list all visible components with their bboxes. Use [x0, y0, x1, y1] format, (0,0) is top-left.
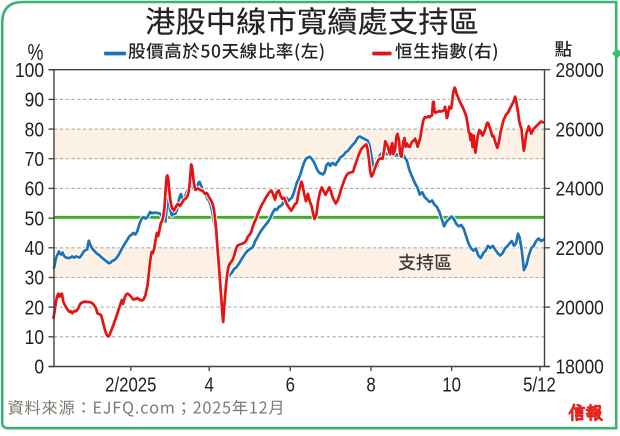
svg-text:10: 10 [25, 326, 44, 348]
svg-text:0: 0 [34, 356, 44, 378]
svg-text:24000: 24000 [556, 177, 604, 199]
svg-text:26000: 26000 [556, 118, 604, 140]
svg-text:10: 10 [442, 373, 461, 396]
svg-text:40: 40 [25, 237, 44, 259]
svg-text:60: 60 [25, 177, 44, 199]
svg-text:28000: 28000 [556, 59, 604, 81]
svg-text:5/12: 5/12 [523, 373, 556, 396]
svg-text:50: 50 [25, 207, 44, 229]
svg-text:90: 90 [25, 88, 44, 110]
svg-text:70: 70 [25, 148, 44, 170]
svg-text:80: 80 [25, 118, 44, 140]
svg-text:%: % [28, 40, 44, 66]
svg-text:22000: 22000 [556, 237, 604, 259]
svg-text:6: 6 [286, 373, 295, 396]
svg-text:20: 20 [25, 296, 44, 318]
svg-text:20000: 20000 [556, 296, 604, 318]
svg-text:2/2025: 2/2025 [105, 373, 156, 396]
svg-text:100: 100 [15, 59, 44, 81]
svg-text:30: 30 [25, 267, 44, 289]
svg-text:8: 8 [366, 373, 375, 396]
svg-text:18000: 18000 [556, 356, 604, 378]
svg-text:4: 4 [205, 373, 214, 396]
